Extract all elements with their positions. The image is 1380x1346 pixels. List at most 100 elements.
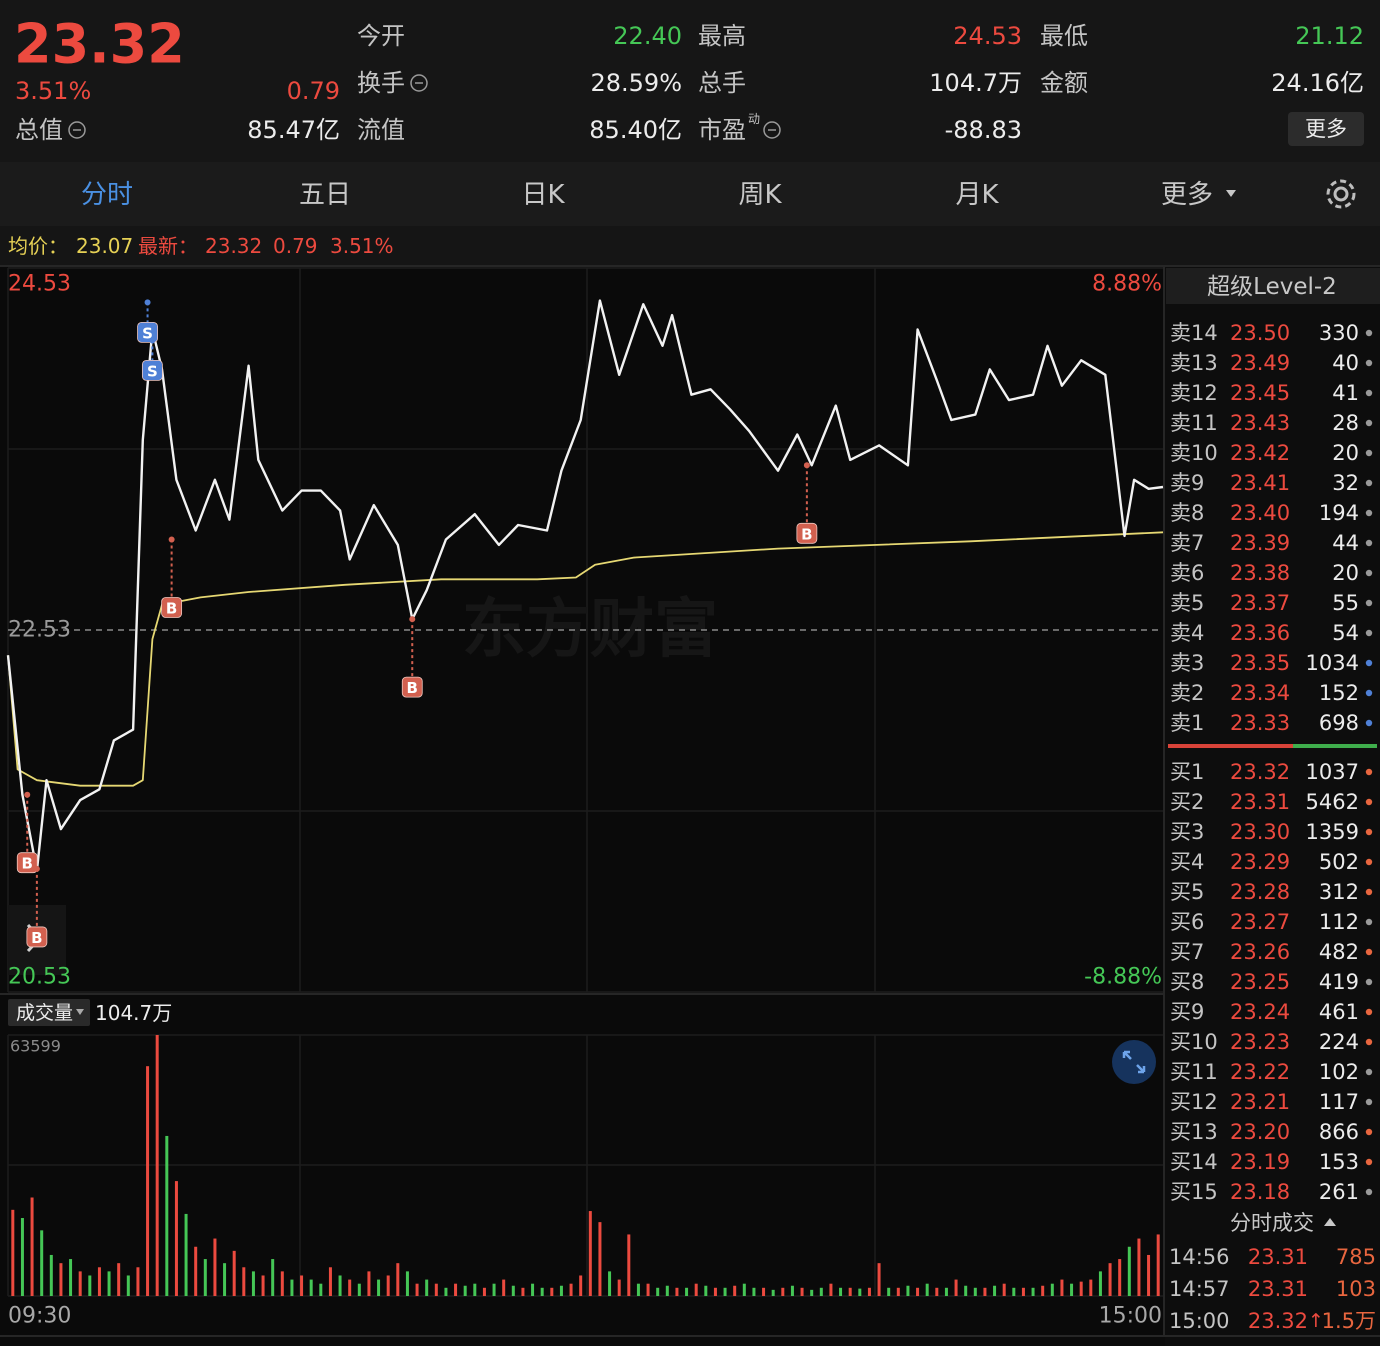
level-dot [1365,599,1373,607]
level-price: 23.26 [1230,940,1290,964]
ratio-bar-buy [1293,744,1377,748]
volume-bar [309,1279,313,1296]
info-icon[interactable] [763,121,781,139]
y-tick-label: 24.53 [8,272,71,297]
level-price: 23.38 [1230,561,1290,585]
chart-bg [0,266,1165,1336]
volume-bar [781,1287,785,1296]
level-label: 卖2 [1170,681,1204,705]
level-dot [1365,1008,1373,1016]
volume-bar [348,1279,352,1296]
volume-bar [973,1287,977,1296]
level-price: 23.23 [1230,1030,1290,1054]
volume-bar [579,1275,583,1296]
more-button-label: 更多 [1305,117,1347,141]
trade-qty: 103 [1336,1277,1376,1301]
volume-bar [1002,1283,1006,1296]
level-price: 23.27 [1230,910,1290,934]
level-label: 卖14 [1170,321,1218,345]
volume-bar [993,1285,997,1296]
trade-price: 23.32 [1248,1309,1308,1333]
tab[interactable]: 周K [738,180,782,210]
volume-bar [492,1283,496,1296]
tab[interactable]: 分时 [81,180,133,210]
field-value: 21.12 [1295,22,1364,50]
level-qty: 482 [1319,940,1359,964]
volume-bar [242,1267,246,1296]
volume-bar [386,1275,390,1296]
level-qty: 224 [1319,1030,1359,1054]
volume-bar [646,1283,650,1296]
volume-bar [665,1285,669,1296]
level-qty: 20 [1332,561,1359,585]
volume-bar [800,1287,804,1296]
field-label: 最高 [698,22,746,50]
level-price: 23.35 [1230,651,1290,675]
settings-icon[interactable] [1326,179,1356,209]
level-dot [1365,419,1373,427]
level-qty: 44 [1332,531,1359,555]
volume-bar [1050,1283,1054,1296]
field-value: 85.40亿 [589,116,682,144]
expand-button[interactable] [1112,1040,1156,1084]
summary-last-label: 最新： [138,234,198,258]
volume-bar [925,1283,929,1296]
level-price: 23.45 [1230,381,1290,405]
volume-bar [40,1230,44,1296]
volume-bar [482,1287,486,1296]
info-icon[interactable] [68,121,86,139]
volume-bar [155,1035,159,1296]
volume-bar [829,1283,833,1296]
volume-bar [713,1287,717,1296]
marker-badge [401,676,423,698]
volume-bar [502,1279,506,1296]
info-icon[interactable] [410,74,428,92]
field-label: 今开 [357,22,405,50]
volume-bar [454,1283,458,1296]
level-label: 买4 [1170,850,1204,874]
level-label: 卖6 [1170,561,1204,585]
marker-dot [803,462,810,469]
trade-arrow: ↑ [1308,1310,1324,1332]
y2-tick-label: 8.88% [1092,272,1162,297]
tab[interactable]: 月K [955,180,999,210]
marker-badge [26,926,48,948]
volume-bar [146,1066,150,1296]
button-bg [1112,1040,1156,1084]
level-dot [1365,1098,1373,1106]
level-qty: 20 [1332,441,1359,465]
level-price: 23.40 [1230,501,1290,525]
volume-bar [1031,1287,1035,1296]
level-dot [1365,719,1373,727]
level-price: 23.24 [1230,1000,1290,1024]
level-label: 买2 [1170,790,1204,814]
marker-badge [16,852,38,874]
level-price: 23.19 [1230,1150,1290,1174]
volume-bar [251,1271,255,1296]
level-qty: 419 [1319,970,1359,994]
volume-bar [1118,1259,1122,1296]
level-label: 卖11 [1170,411,1218,435]
volume-bar [78,1271,82,1296]
volume-selector[interactable] [8,999,90,1026]
level-dot [1365,329,1373,337]
volume-bar [213,1238,217,1296]
tab[interactable]: 五日 [299,180,351,210]
level-label: 买3 [1170,820,1204,844]
tab-bar-bg [0,162,1380,226]
dropdown-caret [76,1009,84,1015]
level-label: 卖10 [1170,441,1218,465]
tab[interactable]: 日K [521,180,565,210]
level-dot [1365,569,1373,577]
y-tick-label: 22.53 [8,618,71,643]
volume-bar [367,1271,371,1296]
tab[interactable]: 更多 [1161,180,1213,210]
level-price: 23.41 [1230,471,1290,495]
level-label: 买15 [1170,1180,1218,1204]
level-dot [1365,1038,1373,1046]
more-button[interactable] [1288,112,1364,146]
marker-dot [409,616,416,623]
volume-bar [271,1259,275,1296]
gear-hub [1333,186,1349,202]
trades-title[interactable]: 分时成交 [1230,1211,1314,1235]
